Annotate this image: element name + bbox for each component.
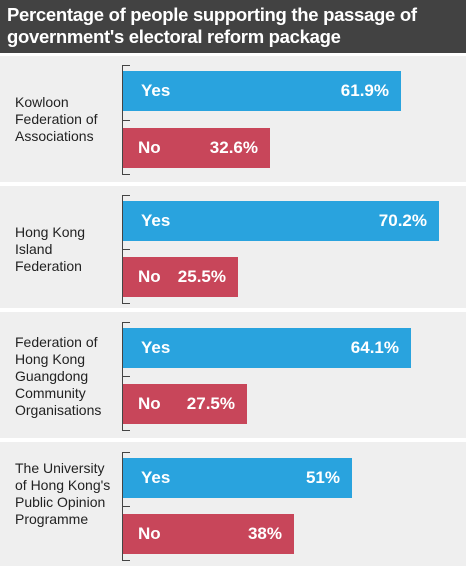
bar-no: No 32.6%: [123, 128, 270, 168]
bar-series-label: No: [138, 394, 161, 413]
chart-title-line2: government's electoral reform package: [7, 26, 341, 47]
axis-tick: [122, 430, 130, 431]
category-label-line: Associations: [15, 128, 94, 144]
category-label-line: Kowloon: [15, 94, 69, 110]
category-label: Kowloon Federation of Associations: [15, 94, 115, 145]
bar-value-label: 38%: [247, 524, 282, 543]
bar-value-label: 64.1%: [350, 338, 399, 357]
category-label-line: Hong Kong: [15, 224, 86, 240]
category-label-line: Organisations: [15, 402, 102, 418]
category-label-line: Public Opinion: [15, 494, 106, 510]
chart-title-line1: Percentage of people supporting the pass…: [7, 4, 417, 25]
category-label: The University of Hong Kong's Public Opini…: [15, 460, 115, 528]
category-label-line: Island: [15, 241, 53, 257]
axis-tick: [122, 249, 130, 250]
bar-no: No 25.5%: [123, 257, 238, 297]
axis-tick: [122, 506, 130, 507]
axis-tick: [122, 65, 130, 66]
axis-tick: [122, 195, 130, 196]
bar-series-label: No: [138, 267, 161, 286]
bar-series-label: Yes: [141, 81, 171, 100]
axis-tick: [122, 322, 130, 323]
category-label: Hong Kong Island Federation: [15, 224, 115, 275]
axis-tick: [122, 174, 130, 175]
category-label-line: of Hong Kong's: [15, 477, 111, 493]
bar-series-label: No: [138, 524, 161, 543]
bar-series-label: Yes: [141, 211, 171, 230]
bar-value-label: 51%: [305, 468, 340, 487]
bar-value-label: 27.5%: [186, 394, 235, 413]
axis-tick: [122, 303, 130, 304]
bar-yes: Yes 64.1%: [123, 328, 411, 368]
category-label-line: Federation of: [15, 111, 98, 127]
bar-value-label: 25.5%: [177, 267, 226, 286]
category-label-line: The University: [15, 460, 105, 476]
category-label-line: Community: [15, 385, 86, 401]
category-label-line: Hong Kong: [15, 351, 86, 367]
category-label-line: Federation: [15, 258, 82, 274]
bar-yes: Yes 70.2%: [123, 201, 439, 241]
axis-tick: [122, 120, 130, 121]
bar-series-label: Yes: [141, 338, 171, 357]
bar-value-label: 32.6%: [209, 138, 258, 157]
category-label-line: Federation of: [15, 334, 98, 350]
bar-no: No 38%: [123, 514, 294, 554]
axis-tick: [122, 452, 130, 453]
bar-no: No 27.5%: [123, 384, 247, 424]
category-label: Federation of Hong Kong Guangdong Community…: [15, 334, 115, 419]
bar-series-label: No: [138, 138, 161, 157]
axis-tick: [122, 376, 130, 377]
bar-yes: Yes 61.9%: [123, 71, 401, 111]
bar-value-label: 70.2%: [378, 211, 427, 230]
axis-tick: [122, 560, 130, 561]
category-label-line: Programme: [15, 511, 89, 527]
category-label-line: Guangdong: [15, 368, 89, 384]
chart-title: Percentage of people supporting the pass…: [0, 0, 466, 53]
bar-value-label: 61.9%: [340, 81, 389, 100]
bar-yes: Yes 51%: [123, 458, 352, 498]
bar-series-label: Yes: [141, 468, 171, 487]
axis-bracket: [122, 65, 123, 174]
